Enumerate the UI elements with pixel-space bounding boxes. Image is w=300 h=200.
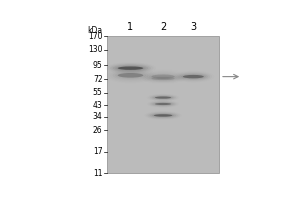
Text: 1: 1: [128, 22, 134, 32]
Ellipse shape: [152, 114, 174, 117]
Ellipse shape: [183, 75, 204, 78]
Ellipse shape: [150, 113, 176, 118]
Ellipse shape: [155, 97, 171, 99]
Ellipse shape: [154, 114, 172, 117]
Text: 34: 34: [93, 112, 103, 121]
Bar: [107, 36, 219, 173]
Ellipse shape: [152, 77, 175, 80]
Text: 3: 3: [190, 22, 196, 32]
Ellipse shape: [155, 103, 171, 105]
Ellipse shape: [112, 65, 148, 72]
Text: 130: 130: [88, 45, 103, 54]
Text: 26: 26: [93, 126, 103, 135]
Ellipse shape: [181, 74, 206, 79]
Text: 95: 95: [93, 61, 103, 70]
Text: 11: 11: [93, 169, 103, 178]
Ellipse shape: [118, 66, 143, 70]
Ellipse shape: [178, 73, 208, 80]
Text: 170: 170: [88, 32, 103, 41]
Text: 17: 17: [93, 147, 103, 156]
Text: 2: 2: [160, 22, 166, 32]
Ellipse shape: [155, 97, 171, 99]
Text: 55: 55: [93, 88, 103, 97]
Ellipse shape: [183, 75, 204, 78]
Text: kDa: kDa: [88, 26, 103, 35]
Ellipse shape: [153, 96, 173, 99]
Ellipse shape: [152, 95, 174, 100]
Text: 72: 72: [93, 75, 103, 84]
Text: 43: 43: [93, 101, 103, 110]
Ellipse shape: [154, 114, 172, 117]
Ellipse shape: [115, 66, 146, 71]
Ellipse shape: [155, 103, 171, 105]
Ellipse shape: [152, 74, 175, 79]
Ellipse shape: [118, 66, 143, 70]
Ellipse shape: [152, 102, 174, 106]
Ellipse shape: [153, 102, 173, 106]
Ellipse shape: [118, 73, 143, 78]
Ellipse shape: [118, 73, 143, 78]
